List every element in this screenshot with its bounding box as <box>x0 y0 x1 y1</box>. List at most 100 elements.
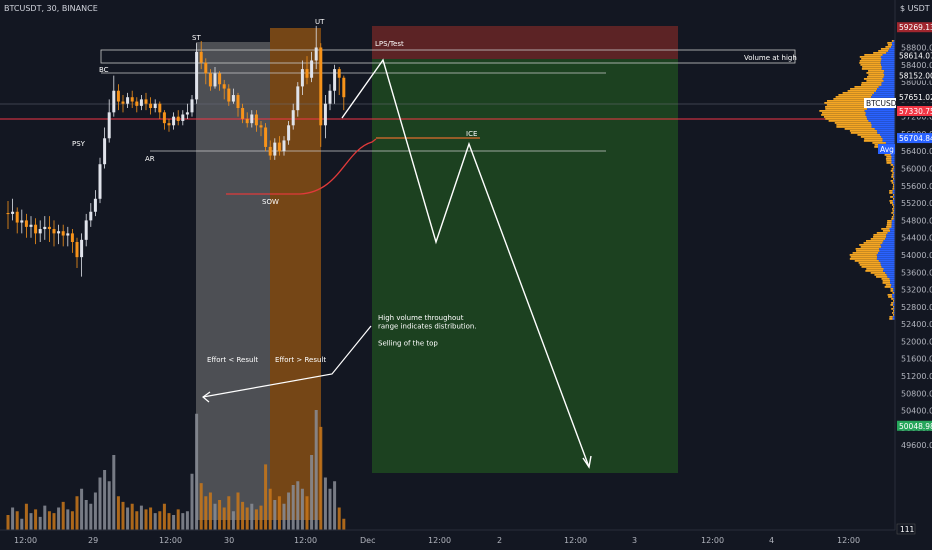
candle-body <box>324 104 327 126</box>
profile-bar-down <box>881 60 895 62</box>
volume-bar <box>85 500 88 530</box>
volume-bar <box>204 496 207 530</box>
profile-bar-up <box>893 306 894 308</box>
profile-bar-up <box>892 216 894 218</box>
profile-bar-up <box>864 140 883 142</box>
note-text-line: High volume throughout <box>378 314 464 322</box>
profile-bar-up <box>860 56 881 58</box>
volume-bar <box>112 455 115 530</box>
profile-bar-up <box>829 120 869 122</box>
candle-body <box>264 127 267 146</box>
profile-bar-up <box>860 64 881 66</box>
profile-bar-up <box>889 190 892 192</box>
candle-body <box>310 60 313 77</box>
profile-bar-up <box>887 222 892 224</box>
profile-bar-down <box>881 62 895 64</box>
profile-bar-up <box>891 170 894 172</box>
y-tick-label: 52400.00 <box>901 320 932 329</box>
annotation-ar: AR <box>145 155 155 163</box>
profile-bar-up <box>892 182 894 184</box>
x-tick-label: 2 <box>497 536 502 545</box>
candle-body <box>53 229 56 233</box>
profile-bar-up <box>872 142 886 144</box>
profile-bar-down <box>891 46 895 48</box>
profile-bar-up <box>886 162 891 164</box>
profile-bar-down <box>877 130 895 132</box>
volume-bar <box>237 493 240 531</box>
profile-bar-up <box>856 250 879 252</box>
profile-bar-up <box>876 276 887 278</box>
annotation-ut: UT <box>315 18 325 26</box>
candle-body <box>140 99 143 105</box>
volume-bar <box>329 489 332 530</box>
candle-body <box>76 242 79 257</box>
profile-bar-up <box>866 240 883 242</box>
profile-bar-down <box>890 280 895 282</box>
x-tick-label: 12:00 <box>14 536 37 545</box>
candle-body <box>66 233 69 235</box>
candle-body <box>250 114 253 123</box>
profile-bar-up <box>886 156 891 158</box>
profile-bar-up <box>862 82 882 84</box>
profile-bar-up <box>854 86 878 88</box>
candle-body <box>16 212 19 223</box>
volume-bar <box>16 511 19 530</box>
volume-bar <box>7 515 10 530</box>
profile-bar-up <box>824 102 866 104</box>
profile-bar-up <box>893 310 894 312</box>
profile-bar-up <box>892 172 894 174</box>
profile-bar-up <box>856 248 880 250</box>
candle-body <box>218 73 221 84</box>
annotation-ice: ICE <box>466 130 477 138</box>
y-tick-label: 49600.00 <box>901 441 932 450</box>
y-tick-label: 53600.00 <box>901 268 932 277</box>
profile-bar-up <box>891 308 893 310</box>
profile-bar-up <box>893 214 894 216</box>
profile-bar-down <box>886 236 895 238</box>
candle-body <box>260 125 263 127</box>
volume-bar <box>250 504 253 530</box>
volume-bar <box>333 481 336 530</box>
profile-bar-up <box>862 68 882 70</box>
price-badge-label: 57330.75 <box>899 107 932 116</box>
candle-body <box>11 212 14 214</box>
profile-bar-down <box>889 228 895 230</box>
profile-bar-up <box>827 100 868 102</box>
volume-bar <box>264 464 267 530</box>
profile-bar-up <box>861 84 881 86</box>
profile-bar-down <box>884 74 895 76</box>
profile-bar-down <box>882 242 895 244</box>
profile-bar-down <box>877 88 895 90</box>
x-tick-label: 30 <box>224 536 234 545</box>
profile-bar-down <box>877 132 895 134</box>
profile-bar-up <box>873 236 886 238</box>
profile-bar-down <box>885 272 895 274</box>
profile-bar-up <box>887 224 892 226</box>
profile-bar-up <box>893 314 894 316</box>
profile-bar-down <box>872 124 895 126</box>
candle-body <box>117 91 120 102</box>
profile-bar-down <box>874 92 895 94</box>
y-tick-label: 50800.00 <box>901 389 932 398</box>
y-tick-label: 50400.00 <box>901 407 932 416</box>
candle-body <box>39 229 42 233</box>
profile-bar-up <box>881 48 889 50</box>
price-badge-label: 59269.13 <box>899 23 932 32</box>
profile-bar-down <box>883 270 895 272</box>
profile-bar-up <box>890 290 893 292</box>
profile-bar-down <box>886 52 895 54</box>
profile-bar-down <box>881 58 895 60</box>
profile-bar-up <box>893 184 894 186</box>
profile-bar-up <box>864 78 883 80</box>
profile-bar-up <box>871 272 886 274</box>
volume-bar <box>296 481 299 530</box>
candle-body <box>214 73 217 86</box>
profile-bar-down <box>884 70 895 72</box>
candle-body <box>94 199 97 212</box>
profile-bar-up <box>866 268 883 270</box>
candle-body <box>200 52 203 63</box>
candle-body <box>301 69 304 86</box>
candle-body <box>158 104 161 113</box>
y-tick-label: 56000.00 <box>901 165 932 174</box>
